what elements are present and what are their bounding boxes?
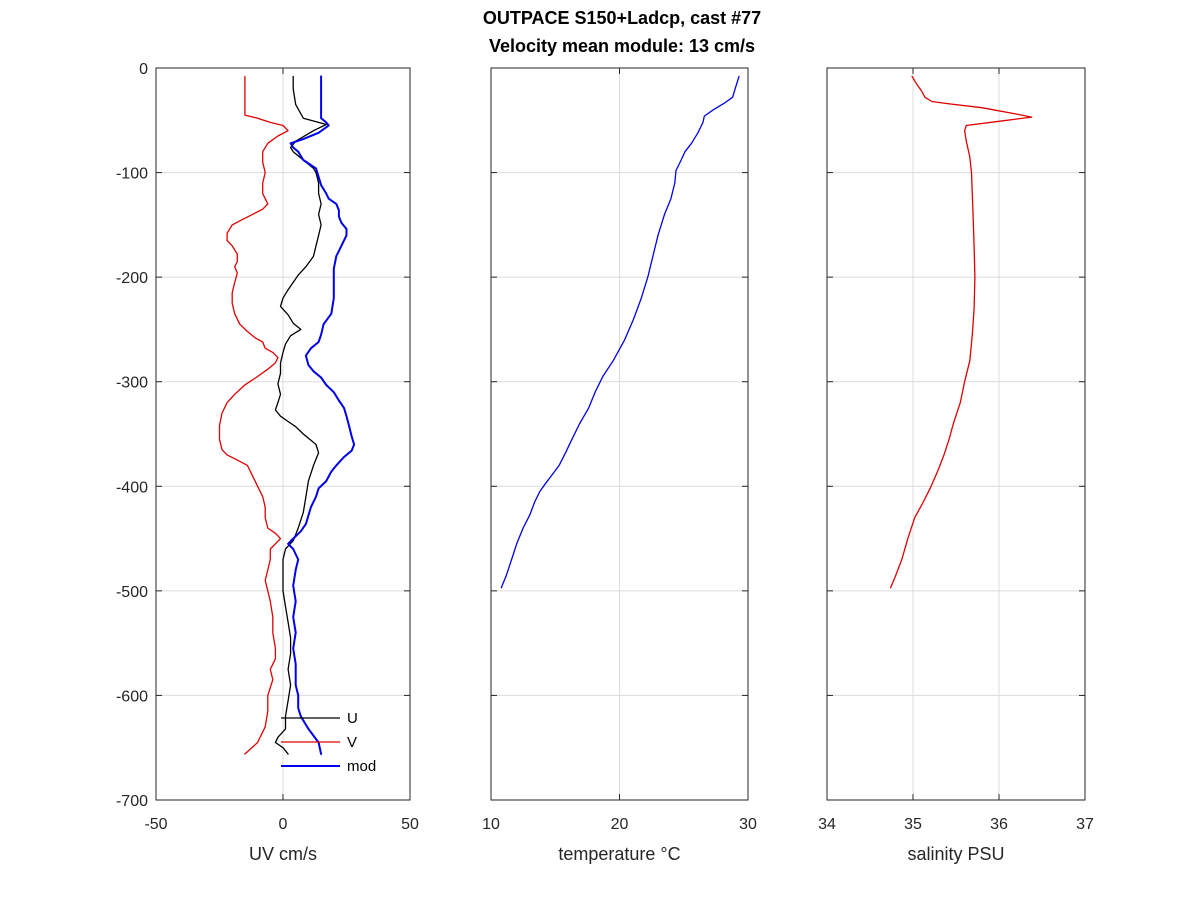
series-line-temperature-panel-profile [500, 75, 740, 589]
series-line-U [274, 75, 327, 755]
y-tick-label-2: -200 [116, 270, 148, 287]
legend-label-mod: mod [347, 758, 376, 775]
x-tick-label-2: 30 [739, 816, 757, 833]
x-tick-label-2: 50 [401, 816, 419, 833]
x-axis-label: UV cm/s [249, 844, 317, 864]
x-tick-label-1: 35 [904, 816, 922, 833]
y-tick-label-1: -100 [116, 166, 148, 183]
y-tick-label-5: -500 [116, 584, 148, 601]
legend-label-U: U [347, 710, 358, 727]
x-tick-label-0: 34 [818, 816, 836, 833]
x-tick-label-0: 10 [482, 816, 500, 833]
x-tick-label-0: -50 [144, 816, 167, 833]
axes-frame [826, 67, 1086, 801]
x-tick-label-2: 36 [990, 816, 1008, 833]
x-tick-label-1: 0 [279, 816, 288, 833]
series-line-salinity-panel-profile [889, 75, 1033, 589]
plot-area [826, 67, 1086, 801]
series-line-mod [287, 75, 356, 755]
chart-title-line-1: OUTPACE S150+Ladcp, cast #77 [483, 8, 761, 28]
y-tick-label-6: -600 [116, 688, 148, 705]
x-tick-label-1: 20 [611, 816, 629, 833]
y-tick-label-7: -700 [116, 793, 148, 810]
x-axis-label: salinity PSU [907, 844, 1004, 864]
y-tick-label-3: -300 [116, 375, 148, 392]
y-tick-label-0: 0 [139, 61, 148, 78]
temperature-panel: 10 20 30 temperature °C [482, 67, 757, 864]
x-tick-label-3: 37 [1076, 816, 1094, 833]
legend-label-V: V [347, 734, 357, 751]
y-tick-label-4: -400 [116, 479, 148, 496]
chart-title-line-2: Velocity mean module: 13 cm/s [489, 36, 755, 56]
series-line-V [218, 75, 289, 755]
salinity-panel: 34 35 36 37 salinity PSU [818, 67, 1094, 864]
x-axis-label: temperature °C [558, 844, 680, 864]
